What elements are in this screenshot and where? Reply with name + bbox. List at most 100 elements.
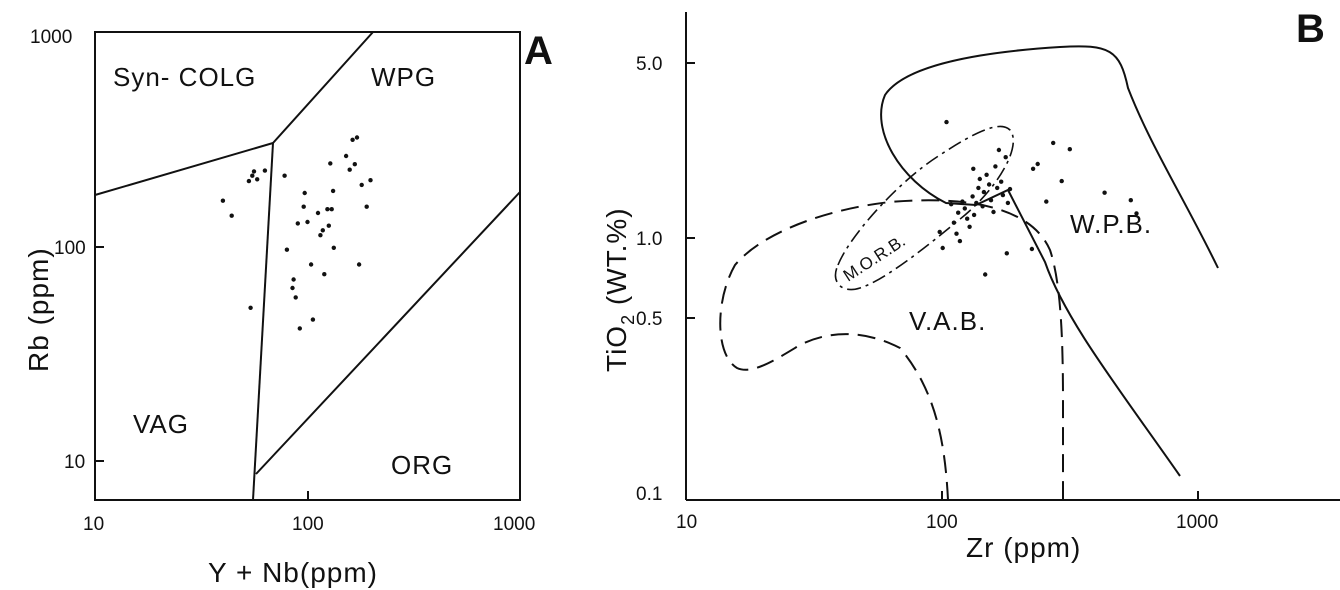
panel-b-data-point-9	[965, 216, 970, 221]
panel-b-data-point-20	[986, 182, 992, 187]
panel-a-x-tick-100: 100	[292, 514, 324, 535]
panel-b-x-axis-title: Zr (ppm)	[966, 532, 1081, 563]
panel-a-data-point-15	[297, 326, 302, 331]
panel-a-data-point-37	[359, 182, 364, 188]
panel-b-morb-envelope	[834, 125, 1015, 291]
panel-b-data-point-37	[1035, 161, 1040, 167]
panel-b-x-tick-marks	[941, 491, 1199, 500]
panel-a-data-point-5	[251, 169, 257, 174]
panel-a-data-point-32	[347, 167, 352, 172]
panel-b-x-tick-100: 100	[926, 512, 958, 533]
panel-b-data-point-1	[944, 119, 949, 125]
panel-b-data-point-16	[980, 204, 985, 209]
panel-a-syncolg-vag-boundary	[94, 142, 274, 196]
panel-b-data-point-43	[1128, 198, 1134, 203]
panel-a-data-point-4	[250, 173, 255, 178]
panel-b-y-tick-1-0: 1.0	[636, 229, 662, 250]
panel-b-data-point-21	[988, 198, 994, 203]
panel-b-data-point-12	[971, 212, 977, 218]
panel-b-data-point-42	[1102, 190, 1107, 195]
field-label-org: ORG	[391, 450, 453, 480]
panel-b-data-point-7	[960, 199, 965, 204]
panel-a-data-point-16	[301, 204, 306, 209]
panel-a-data-point-7	[262, 168, 268, 173]
panel-b-data-point-17	[981, 189, 987, 195]
panel-b-data-point-13	[974, 200, 979, 206]
panel-b-data-point-29	[1005, 200, 1011, 206]
panel-b-data-point-39	[1051, 140, 1056, 146]
panel-a-syncolg-wpg-boundary	[272, 31, 374, 144]
panel-letter-a: A	[524, 29, 553, 73]
panel-a-x-tick-1000: 1000	[493, 514, 535, 535]
panel-a-y-tick-10: 10	[64, 452, 85, 473]
panel-a-data-point-3	[246, 178, 252, 184]
panel-a-x-tick-10: 10	[83, 514, 104, 535]
panel-b-data-point-38	[1044, 199, 1049, 204]
panel-b-data-point-5	[956, 210, 961, 215]
panel-a-data-point-18	[305, 219, 310, 225]
panel-b-data-point-34	[971, 166, 976, 171]
panel-a-data-point-25	[325, 207, 330, 212]
panel-b-data-point-32	[940, 245, 945, 251]
panel-b-y-tick-5-0: 5.0	[636, 54, 662, 75]
panel-a-rb-vs-ynb: Syn- COLG WPG VAG ORG 1000 100 10 10 100…	[23, 27, 553, 588]
panel-a-data-point-31	[343, 153, 349, 159]
panel-a-data-point-33	[350, 137, 355, 142]
panel-a-data-point-34	[352, 162, 357, 167]
panel-a-data-point-35	[354, 135, 360, 140]
panel-a-data-point-8	[248, 305, 253, 310]
panel-b-data-point-25	[996, 147, 1002, 153]
panel-a-data-point-10	[284, 247, 290, 252]
panel-b-data-point-19	[984, 172, 989, 177]
panel-a-data-point-19	[308, 262, 314, 267]
panel-a-data-point-26	[326, 223, 331, 228]
panel-b-y-tick-0-5: 0.5	[636, 309, 662, 330]
panel-a-y-axis-title: Rb (ppm)	[23, 247, 54, 372]
field-label-vab: V.A.B.	[909, 306, 986, 336]
panel-b-data-point-22	[991, 209, 996, 215]
panel-b-data-point-41	[1067, 147, 1073, 152]
panel-a-y-tick-marks	[95, 246, 104, 462]
panel-a-y-tick-1000: 1000	[30, 27, 72, 48]
panel-a-data-point-2	[229, 213, 234, 218]
panel-a-data-point-36	[356, 262, 362, 267]
panel-b-data-point-18	[983, 272, 988, 277]
panel-b-x-tick-1000: 1000	[1176, 512, 1218, 533]
panel-a-y-tick-100: 100	[54, 238, 86, 259]
panel-b-data-point-24	[995, 185, 1000, 191]
panel-a-data-point-24	[322, 272, 327, 277]
panel-a-data-point-21	[315, 210, 321, 216]
panel-b-y-tick-0-1: 0.1	[636, 484, 662, 505]
panel-b-data-point-8	[962, 206, 967, 211]
panel-b-data-point-11	[970, 194, 975, 199]
panel-b-data-point-14	[976, 185, 981, 191]
panel-a-data-point-23	[320, 228, 325, 233]
panel-b-data-point-4	[954, 231, 959, 236]
panel-b-data-point-26	[999, 179, 1004, 184]
panel-b-data-point-28	[1003, 155, 1008, 160]
panel-a-data-point-17	[302, 190, 307, 196]
panel-a-data-point-6	[255, 177, 260, 182]
panel-b-data-point-44	[1134, 211, 1139, 216]
panel-a-data-point-28	[329, 207, 334, 212]
panel-a-data-point-20	[310, 317, 316, 322]
panel-b-data-point-23	[993, 164, 998, 169]
panel-b-tio2-vs-zr: W.P.B. V.A.B. M.O.R.B. 5.0 1.0 0.5 0.1 1…	[601, 7, 1340, 563]
panel-a-data-point-13	[293, 295, 298, 300]
panel-b-x-tick-10: 10	[676, 512, 697, 533]
panel-a-data-points	[220, 135, 373, 331]
panel-a-data-point-30	[331, 245, 336, 250]
panel-a-data-point-12	[291, 277, 296, 282]
panel-b-data-point-33	[937, 229, 942, 235]
panel-a-data-point-14	[295, 221, 300, 226]
panel-b-y-axis-title: TiO2 (WT.%)	[601, 207, 638, 372]
panel-b-data-point-30	[1007, 186, 1013, 192]
panel-letter-b: B	[1296, 7, 1325, 51]
panel-b-data-point-15	[977, 176, 982, 182]
field-label-wpg: WPG	[371, 62, 436, 92]
panel-a-data-point-11	[290, 285, 295, 291]
panel-b-data-point-3	[951, 220, 957, 225]
field-label-morb: M.O.R.B.	[840, 231, 909, 285]
field-label-wpb: W.P.B.	[1070, 209, 1152, 239]
